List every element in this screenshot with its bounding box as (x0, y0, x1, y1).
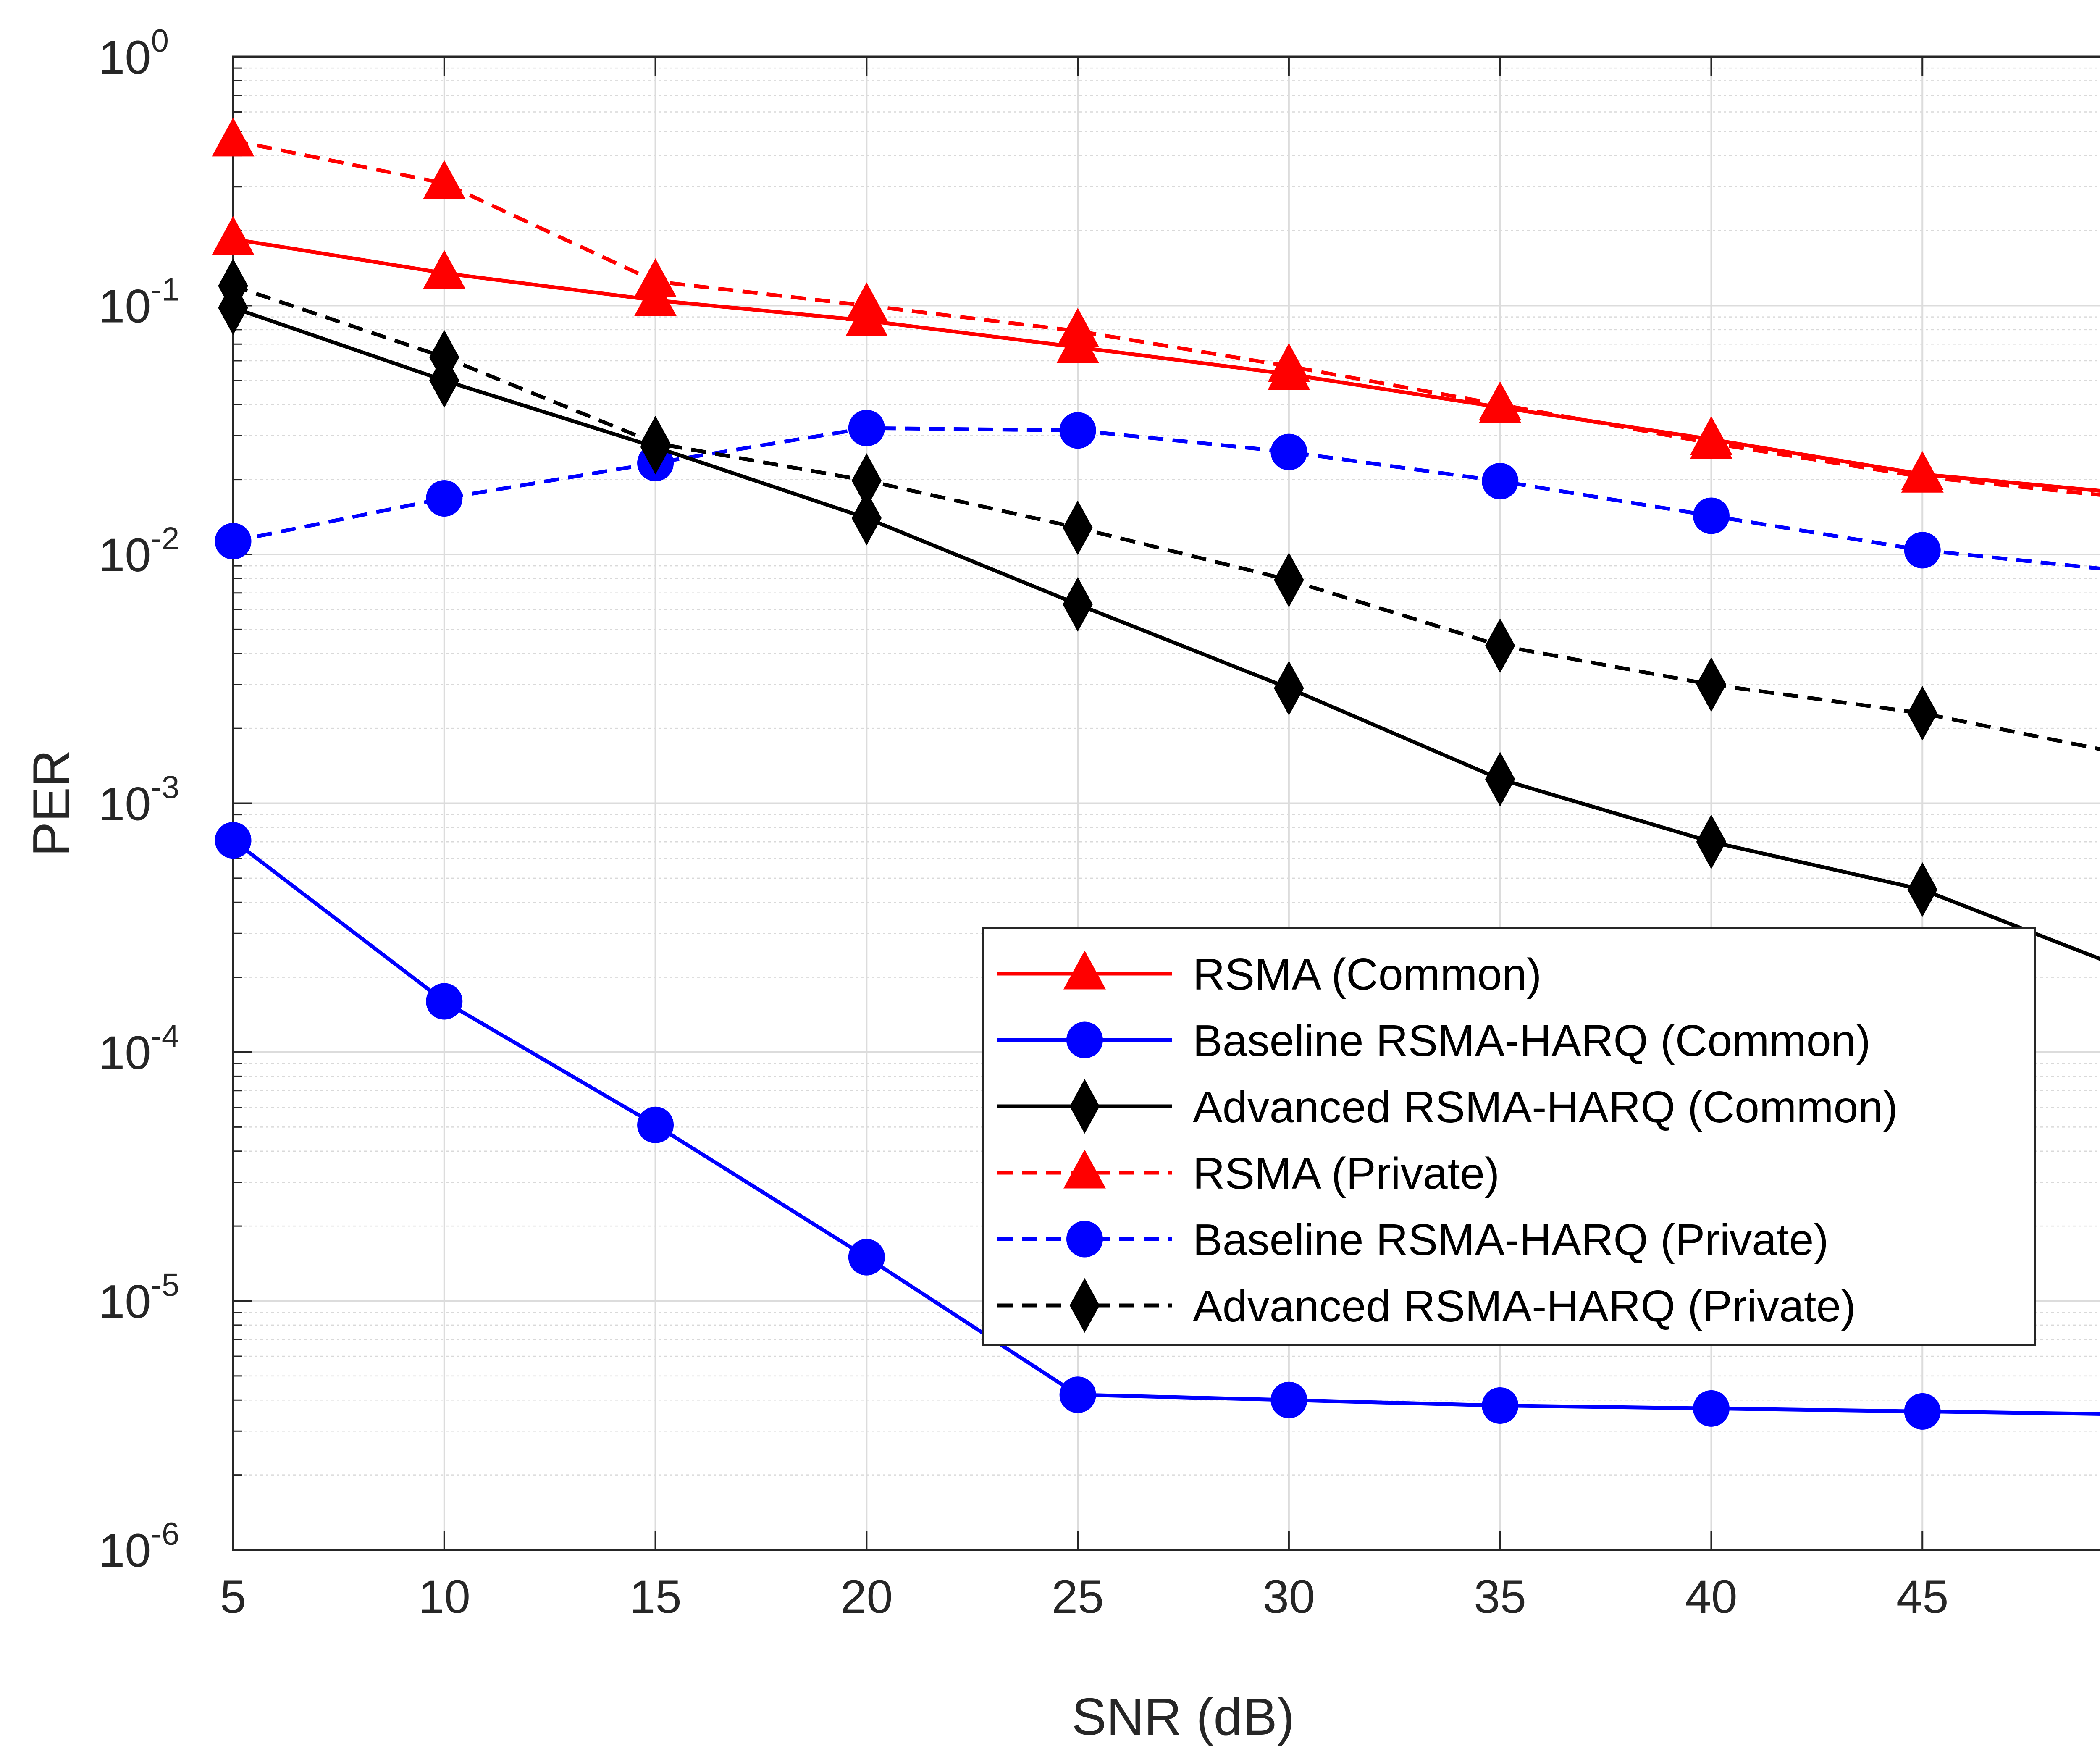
x-axis-title: SNR (dB) (1072, 1688, 1295, 1746)
legend-swatch-marker (1069, 1278, 1100, 1333)
x-tick-label: 45 (1896, 1570, 1949, 1623)
series-0 (212, 216, 2100, 493)
data-point (1907, 686, 1937, 741)
data-point (1274, 552, 1304, 607)
x-tick-label: 30 (1263, 1570, 1315, 1623)
data-point (1274, 661, 1304, 716)
legend-item: Baseline RSMA-HARQ (Private) (998, 1215, 1829, 1265)
data-point (1485, 751, 1515, 807)
data-point (634, 277, 677, 316)
data-point (1268, 351, 1310, 390)
data-point (1693, 1390, 1730, 1427)
series-1 (215, 822, 2100, 1430)
series-2 (218, 280, 2100, 961)
data-point (1904, 532, 1941, 569)
series-line (232, 306, 2100, 961)
data-point (1904, 1393, 1941, 1430)
data-point (1907, 862, 1937, 917)
y-tick-label: 10-2 (99, 521, 179, 581)
data-point (848, 410, 885, 446)
data-point (1059, 1376, 1096, 1413)
data-point (1690, 416, 1732, 455)
data-point (423, 160, 466, 199)
y-tick-label: 10-4 (99, 1019, 179, 1079)
series-line (233, 426, 2100, 571)
data-point (215, 822, 252, 859)
legend-label: Advanced RSMA-HARQ (Common) (1193, 1082, 1898, 1132)
y-tick-label: 10-5 (99, 1268, 179, 1328)
x-tick-labels: 5101520253035404550 (220, 1570, 1949, 1623)
legend-label: RSMA (Common) (1193, 950, 1541, 999)
legend-label: Baseline RSMA-HARQ (Private) (1193, 1215, 1829, 1265)
x-tick-label: 20 (840, 1570, 893, 1623)
data-point (215, 523, 252, 560)
legend-box (982, 927, 2036, 1346)
series-line (232, 284, 2100, 751)
y-tick-label: 10-1 (99, 272, 179, 333)
legend-item: Advanced RSMA-HARQ (Private) (998, 1278, 1856, 1333)
legend-item: Advanced RSMA-HARQ (Common) (998, 1079, 1898, 1134)
legend-swatch-marker (1063, 950, 1106, 990)
x-tick-label: 40 (1685, 1570, 1738, 1623)
data-point (1063, 500, 1093, 555)
data-point (429, 353, 459, 408)
data-point (1901, 451, 1944, 490)
y-tick-labels: 100 10-1 10-2 10-3 10-4 10-5 10-6 (99, 23, 179, 1577)
data-point (848, 1239, 885, 1276)
data-point (1693, 497, 1730, 534)
x-tick-label: 5 (220, 1570, 246, 1623)
data-point (1696, 657, 1727, 712)
data-point (1270, 433, 1307, 470)
legend-swatch-marker (1063, 1149, 1106, 1189)
data-point (1059, 412, 1096, 449)
y-tick-label: 10-6 (99, 1516, 179, 1577)
legend-label: RSMA (Private) (1193, 1149, 1499, 1198)
legend: RSMA (Common) Baseline RSMA-HARQ (Common)… (982, 927, 2036, 1346)
legend-item: Baseline RSMA-HARQ (Common) (998, 1016, 1871, 1066)
data-point (640, 420, 671, 475)
data-point (212, 117, 255, 157)
legend-item: RSMA (Common) (998, 950, 1541, 999)
data-point (426, 480, 463, 517)
series-line (232, 839, 2100, 1416)
x-tick-label: 25 (1052, 1570, 1104, 1623)
data-point (423, 250, 466, 289)
x-tick-label: 15 (629, 1570, 682, 1623)
y-axis-title: PER (23, 750, 81, 857)
data-point (1270, 1381, 1307, 1418)
legend-swatch-marker (1066, 1221, 1103, 1258)
series-line (233, 237, 2100, 493)
legend-items: RSMA (Common) Baseline RSMA-HARQ (Common)… (998, 950, 1898, 1333)
x-tick-label: 35 (1474, 1570, 1526, 1623)
data-point (426, 983, 463, 1020)
legend-swatch-marker (1069, 1079, 1100, 1134)
series-line (233, 139, 2100, 497)
legend-swatch-marker (1066, 1021, 1103, 1058)
y-tick-label: 100 (99, 23, 169, 84)
legend-item: RSMA (Private) (998, 1149, 1499, 1198)
data-point (1482, 1387, 1519, 1424)
data-point (845, 297, 888, 336)
data-point (1063, 577, 1093, 632)
data-point (218, 280, 248, 335)
data-point (637, 1106, 674, 1143)
x-tick-label: 10 (418, 1570, 470, 1623)
data-point (212, 216, 255, 255)
legend-label: Baseline RSMA-HARQ (Common) (1193, 1016, 1871, 1066)
legend-label: Advanced RSMA-HARQ (Private) (1193, 1281, 1856, 1331)
series-layer (212, 117, 2100, 1430)
data-point (1696, 814, 1727, 869)
y-tick-label: 10-3 (99, 770, 179, 830)
data-point (851, 491, 882, 546)
data-point (1485, 618, 1515, 673)
data-point (1482, 463, 1519, 500)
series-4 (215, 410, 2100, 571)
data-point (1479, 384, 1522, 423)
data-point (1056, 324, 1099, 363)
